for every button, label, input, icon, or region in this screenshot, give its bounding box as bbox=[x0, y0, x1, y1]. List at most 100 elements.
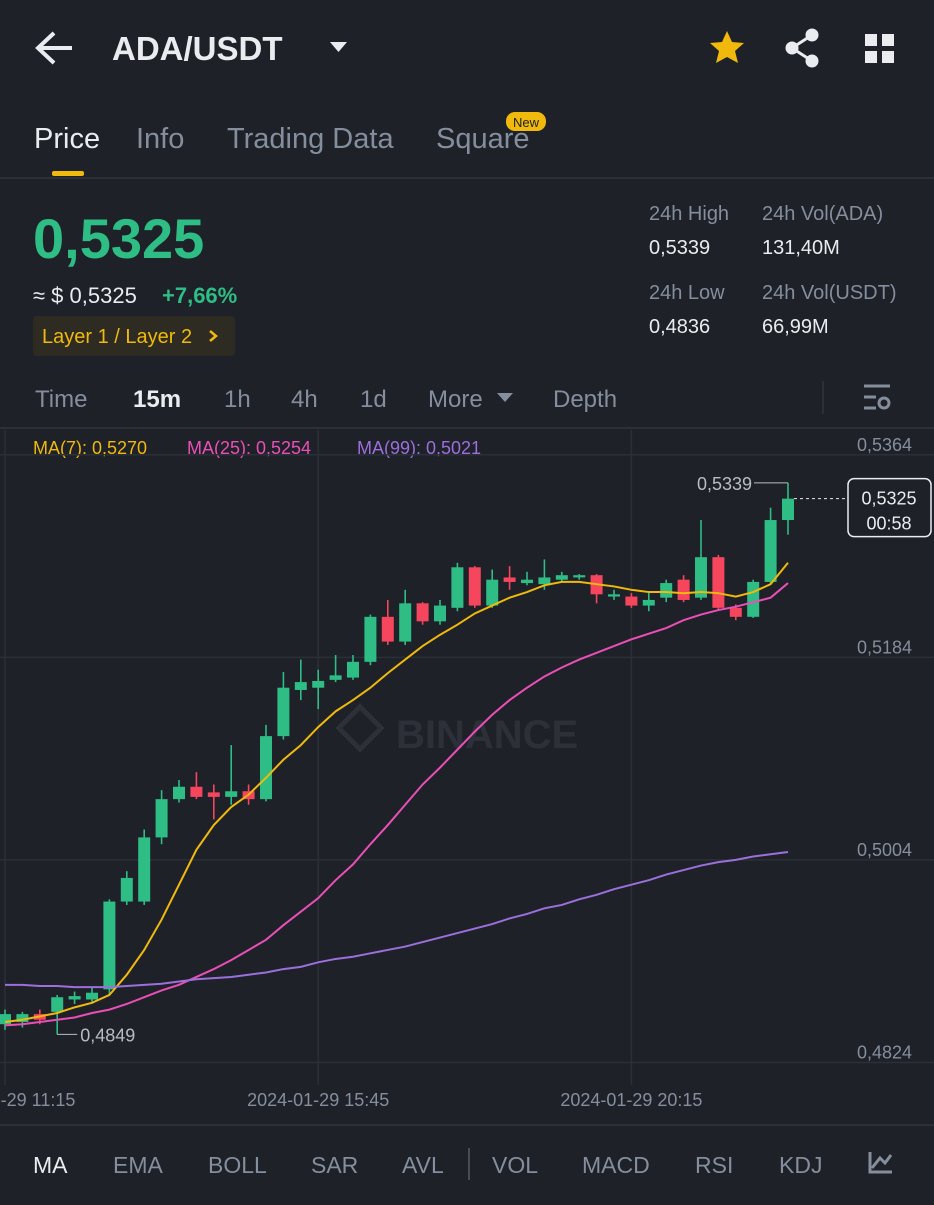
y-tick-label: 0,4824 bbox=[857, 1042, 912, 1062]
candle-body bbox=[312, 680, 325, 688]
stat-value: 66,99M bbox=[762, 316, 829, 338]
candle-body bbox=[747, 581, 760, 617]
pair-dropdown[interactable] bbox=[330, 42, 347, 52]
interval[interactable]: 4h bbox=[291, 386, 318, 413]
candle-body bbox=[51, 997, 64, 1012]
tag-chevron bbox=[209, 330, 218, 342]
stat-label: 24h High bbox=[649, 203, 729, 225]
ma-line bbox=[4, 582, 789, 1027]
candle-body bbox=[260, 736, 272, 800]
candle-body bbox=[207, 792, 220, 797]
candle-body bbox=[555, 575, 568, 580]
category-tag-text[interactable]: Layer 1 / Layer 2 bbox=[42, 326, 192, 348]
last-price-box bbox=[847, 477, 932, 538]
candle-body bbox=[399, 603, 412, 642]
stat-value: 0,5339 bbox=[649, 237, 710, 259]
candle-body bbox=[642, 599, 655, 606]
y-tick-label: 0,5364 bbox=[857, 435, 912, 455]
interval-more[interactable]: More bbox=[428, 386, 483, 413]
indicator[interactable]: BOLL bbox=[208, 1152, 267, 1178]
x-tick-label: 2024-01-29 15:45 bbox=[247, 1090, 389, 1110]
candle-body bbox=[155, 799, 168, 838]
candle-body bbox=[120, 877, 133, 902]
candle-body bbox=[364, 616, 377, 662]
candle-body bbox=[173, 786, 185, 800]
candle-body bbox=[294, 682, 307, 690]
interval[interactable]: Time bbox=[35, 386, 87, 413]
indicator[interactable]: AVL bbox=[402, 1152, 444, 1178]
candle-body bbox=[16, 1014, 29, 1022]
ma-line bbox=[5, 851, 789, 989]
candle-body bbox=[608, 594, 620, 597]
indicator[interactable]: SAR bbox=[311, 1152, 358, 1178]
candle-body bbox=[381, 616, 394, 642]
countdown: 00:58 bbox=[866, 514, 911, 534]
interval[interactable]: 1h bbox=[224, 386, 251, 413]
indicator-settings[interactable] bbox=[868, 1152, 893, 1174]
indicator[interactable]: RSI bbox=[695, 1152, 733, 1178]
legend-entry: MA(99): 0,5021 bbox=[357, 438, 481, 458]
depth-tab[interactable]: Depth bbox=[553, 386, 617, 413]
legend-entry: MA(25): 0,5254 bbox=[187, 438, 311, 458]
high-marker-label: 0,5339 bbox=[697, 474, 752, 494]
indicator[interactable]: MACD bbox=[582, 1152, 650, 1178]
candle-body bbox=[277, 687, 290, 737]
interval-active[interactable]: 15m bbox=[133, 386, 181, 413]
stat-label: 24h Low bbox=[649, 282, 725, 304]
candle-body bbox=[468, 567, 481, 606]
stat-label: 24h Vol(USDT) bbox=[762, 282, 897, 304]
candle-body bbox=[695, 557, 707, 598]
chart-settings[interactable] bbox=[864, 384, 891, 410]
candle-body bbox=[503, 577, 516, 582]
candle-body bbox=[86, 992, 98, 1000]
legend-entry: MA(7): 0,5270 bbox=[33, 438, 147, 458]
candle-body bbox=[329, 675, 342, 680]
candle-body bbox=[573, 575, 586, 578]
candle-body bbox=[712, 557, 725, 608]
low-marker-label: 0,4849 bbox=[80, 1025, 135, 1045]
layout-button[interactable] bbox=[865, 34, 894, 63]
x-tick-label: 2024-01-29 20:15 bbox=[560, 1090, 702, 1110]
share-button[interactable] bbox=[785, 28, 819, 68]
new-badge-text: New bbox=[513, 115, 540, 130]
price-change: +7,66% bbox=[162, 283, 237, 308]
stat-value: 0,4836 bbox=[649, 316, 710, 338]
candle-body bbox=[538, 577, 551, 585]
candle-body bbox=[451, 567, 464, 608]
tab-info[interactable]: Info bbox=[136, 123, 184, 155]
candle-body bbox=[486, 579, 499, 606]
tab-price[interactable]: Price bbox=[34, 123, 100, 155]
stat-value: 131,40M bbox=[762, 237, 840, 259]
candle-body bbox=[103, 901, 116, 990]
usd-price: ≈ $ 0,5325 bbox=[33, 283, 137, 308]
interval[interactable]: 1d bbox=[360, 386, 387, 413]
candle-body bbox=[782, 498, 794, 521]
x-tick-label: 2024-01-29 11:15 bbox=[0, 1090, 75, 1110]
last-price-label: 0,5325 bbox=[861, 489, 916, 509]
indicator[interactable]: VOL bbox=[492, 1152, 538, 1178]
candle-body bbox=[677, 579, 690, 600]
pair-title[interactable]: ADA/USDT bbox=[112, 30, 283, 67]
candle-body bbox=[0, 1014, 11, 1025]
candle-body bbox=[764, 520, 777, 582]
candle-body bbox=[434, 605, 446, 622]
candle-body bbox=[416, 603, 429, 622]
candle-body bbox=[225, 791, 238, 797]
back-button[interactable] bbox=[35, 31, 72, 65]
tab-trading-data[interactable]: Trading Data bbox=[227, 123, 394, 155]
y-tick-label: 0,5004 bbox=[857, 840, 912, 860]
category-tag[interactable] bbox=[33, 316, 235, 356]
candle-body bbox=[660, 583, 673, 598]
candle-body bbox=[190, 786, 203, 797]
candle-body bbox=[625, 596, 638, 606]
candle-body bbox=[68, 996, 81, 1000]
candle-chart: 0,5364 0,5184 0,5004 0,4824 2024-01-29 11:15… bbox=[0, 430, 934, 1110]
stat-label: 24h Vol(ADA) bbox=[762, 203, 883, 225]
candle-body bbox=[347, 661, 359, 678]
indicator[interactable]: EMA bbox=[113, 1152, 164, 1178]
indicator[interactable]: KDJ bbox=[779, 1152, 822, 1178]
candle-body bbox=[729, 607, 742, 617]
favorite-star[interactable] bbox=[710, 31, 744, 63]
indicator-active[interactable]: MA bbox=[33, 1152, 68, 1178]
